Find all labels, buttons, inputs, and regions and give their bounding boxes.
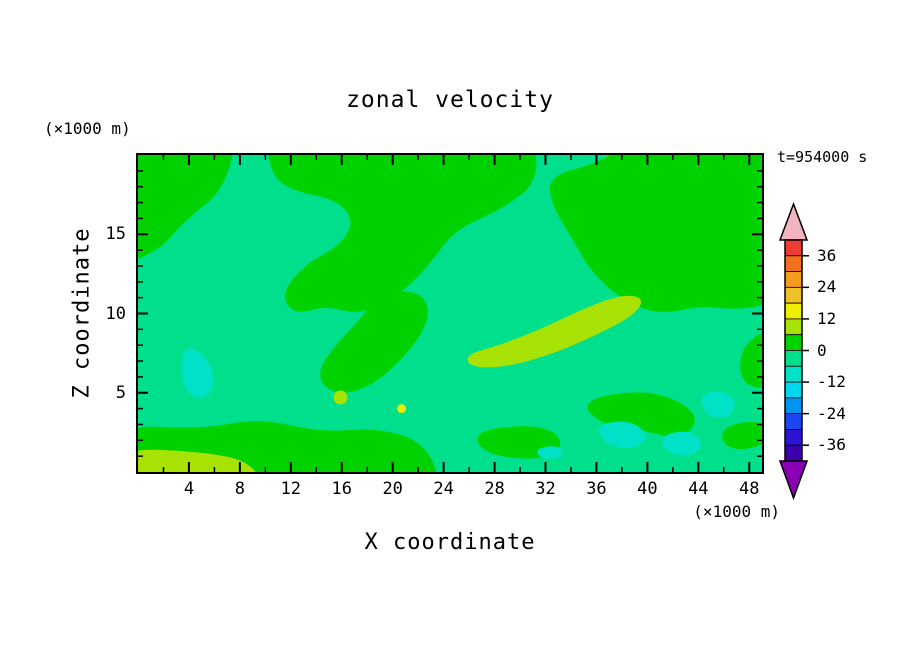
x-tick-label: 32 — [535, 479, 556, 499]
x-axis-label: X coordinate — [364, 530, 536, 555]
contour-region-17 — [397, 404, 407, 414]
x-tick-label: 48 — [739, 479, 760, 499]
x-tick-label: 16 — [331, 479, 352, 499]
colorbar-segment — [784, 397, 803, 415]
x-tick-label: 4 — [183, 479, 195, 499]
contour-region-4 — [740, 332, 762, 388]
colorbar-tick-label: 0 — [817, 340, 827, 360]
y-tick-label: 5 — [115, 382, 126, 403]
plot-title: zonal velocity — [346, 87, 554, 113]
contour-region-1 — [268, 155, 537, 312]
contour-region-0 — [138, 155, 233, 259]
colorbar-tick-label: 12 — [817, 308, 837, 328]
colorbar-segment — [784, 429, 803, 446]
colorbar-tick-label: 24 — [817, 277, 837, 297]
colorbar-segment — [784, 334, 803, 351]
colorbar — [778, 202, 809, 501]
contour-region-10 — [138, 449, 256, 472]
x-tick-label: 8 — [234, 479, 245, 499]
colorbar-segment — [784, 365, 803, 383]
colorbar-segment — [784, 286, 803, 304]
contour-region-2 — [549, 155, 762, 313]
colorbar-tick-label: 36 — [817, 245, 837, 265]
colorbar-segment — [784, 413, 803, 430]
x-tick-label: 40 — [637, 479, 658, 499]
x-tick-label: 28 — [484, 479, 505, 499]
contour-region-15 — [701, 391, 735, 418]
contour-region-14 — [662, 431, 701, 456]
timestamp-label: t=954000 s — [777, 148, 868, 166]
contour-field — [138, 155, 762, 472]
x-tick-label: 36 — [586, 479, 607, 499]
contour-region-13 — [599, 421, 646, 449]
contour-region-12 — [181, 348, 214, 399]
x-tick-label: 44 — [688, 479, 709, 499]
colorbar-top-arrow — [778, 202, 809, 241]
colorbar-segment — [784, 350, 803, 367]
x-tick-label: 24 — [433, 479, 454, 499]
y-axis-units-label: (×1000 m) — [44, 119, 131, 138]
contour-region-9 — [467, 295, 642, 368]
colorbar-segment — [784, 318, 803, 336]
colorbar-segment — [784, 255, 803, 272]
colorbar-tick-label: -12 — [817, 372, 846, 392]
colorbar-segment — [784, 381, 803, 399]
colorbar-tick-label: -24 — [817, 403, 846, 423]
contour-region-11 — [333, 390, 348, 405]
x-tick-label: 20 — [382, 479, 403, 499]
contour-region-16 — [537, 446, 563, 459]
y-tick-label: 10 — [105, 303, 126, 324]
x-axis-units-label: (×1000 m) — [693, 502, 780, 521]
colorbar-bottom-arrow — [778, 460, 809, 501]
colorbar-segment — [784, 444, 803, 462]
colorbar-segment — [784, 239, 803, 257]
colorbar-segment — [784, 302, 803, 320]
contour-region-8 — [722, 422, 762, 450]
x-tick-label: 12 — [280, 479, 302, 499]
colorbar-tick-label: -36 — [817, 435, 846, 455]
plot-border — [136, 153, 764, 474]
colorbar-segment — [784, 271, 803, 288]
contour-region-3 — [320, 291, 428, 393]
y-tick-label: 15 — [105, 224, 126, 245]
